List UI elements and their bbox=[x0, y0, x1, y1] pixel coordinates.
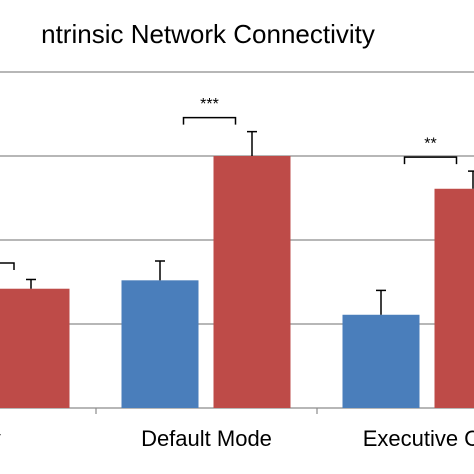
bar bbox=[0, 288, 70, 408]
cropped-bracket bbox=[0, 262, 15, 270]
significance-bracket bbox=[403, 156, 458, 165]
significance-bracket bbox=[182, 116, 237, 125]
chart-title: ntrinsic Network Connectivity bbox=[41, 19, 375, 49]
x-tick-label: Default Mode bbox=[141, 426, 272, 451]
significance-label: ** bbox=[424, 135, 436, 152]
x-tick-label: Executive Co bbox=[363, 426, 474, 451]
bar bbox=[121, 280, 199, 408]
significance-label: *** bbox=[200, 96, 219, 113]
bar bbox=[342, 314, 420, 408]
bar bbox=[213, 156, 291, 408]
x-tick-label: ory bbox=[0, 426, 1, 451]
bar bbox=[434, 188, 474, 408]
